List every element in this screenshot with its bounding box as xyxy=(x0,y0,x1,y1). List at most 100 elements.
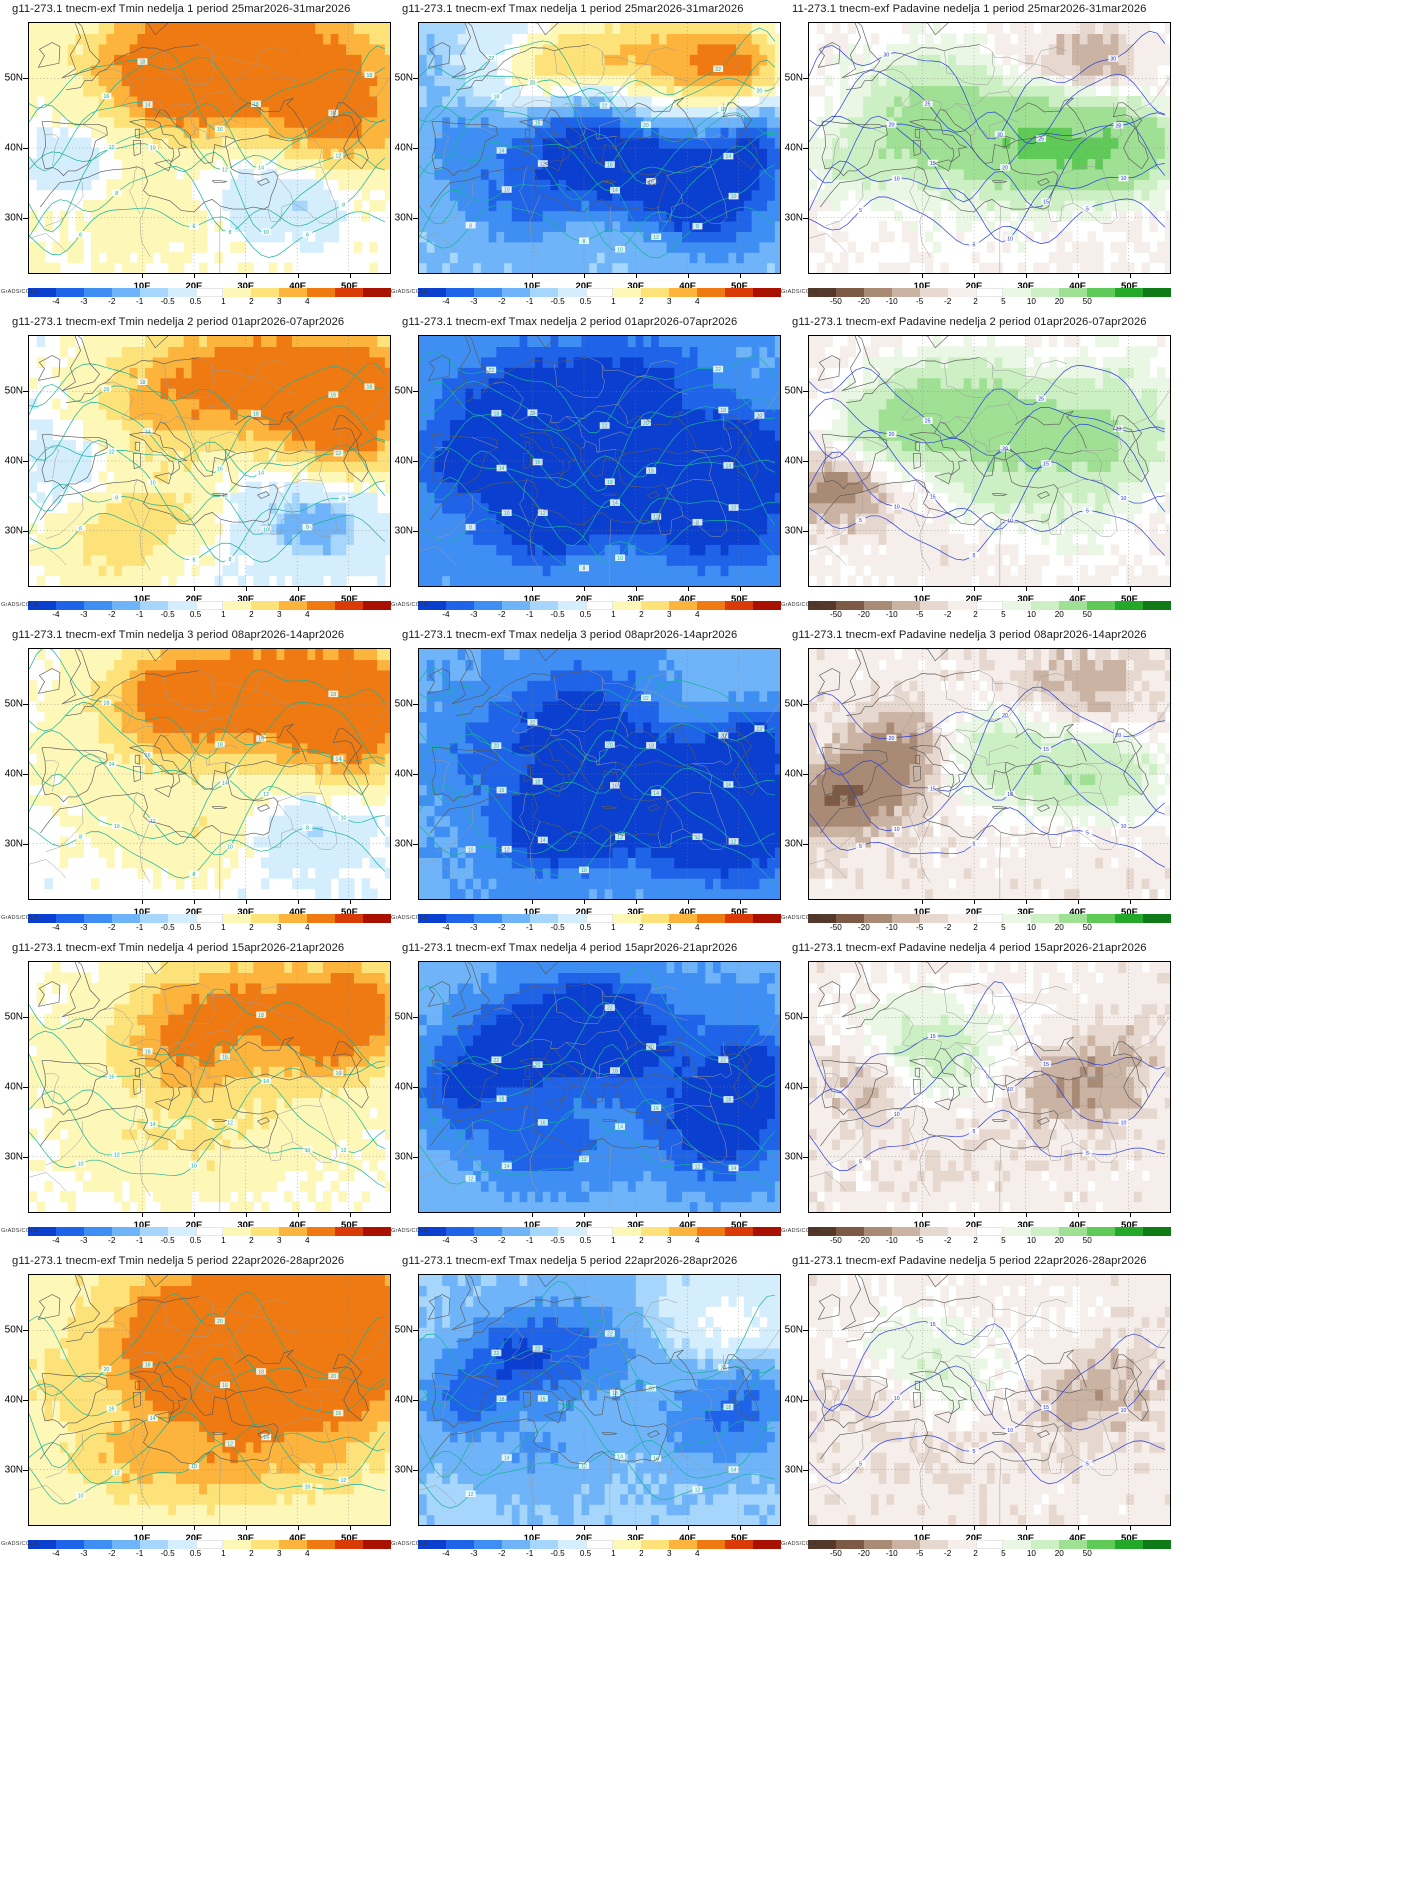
svg-text:16: 16 xyxy=(330,393,336,399)
svg-text:20: 20 xyxy=(889,122,895,128)
lon-axis-label: 30E xyxy=(627,594,645,605)
map-canvas[interactable]: 5 5 5 10 10 10 15 15 xyxy=(808,961,1171,1213)
colorbar-tick-label: -1 xyxy=(136,297,144,306)
colorbar-segment xyxy=(641,1540,670,1549)
svg-text:8: 8 xyxy=(469,223,472,229)
colorbar-segment xyxy=(669,288,698,297)
colorbar-tick-label: -50 xyxy=(830,1236,842,1245)
lat-axis-label: 30N xyxy=(394,1151,413,1163)
panel-title: g11-273.1 tnecm-exf Tmax nedelja 4 perio… xyxy=(402,942,738,954)
colorbar-tick-label: -2 xyxy=(108,923,116,932)
colorbar-tick-label: -0.5 xyxy=(550,1236,565,1245)
colorbar-segment xyxy=(418,288,446,297)
colorbar-tick-label: 4 xyxy=(694,1549,700,1558)
colorbar-segment xyxy=(1003,288,1032,297)
colorbar-labels: -4 -3 -2 -1 -0.5 0.5 1 2 3 4 xyxy=(418,923,781,935)
colorbar-segment xyxy=(473,601,502,610)
colorbar-segment xyxy=(835,1540,864,1549)
lat-axis-label: 30N xyxy=(784,1464,803,1476)
lon-axis-tick xyxy=(349,1213,351,1217)
colorbar-tick-label: -20 xyxy=(857,297,870,306)
colorbar-segment xyxy=(307,601,336,610)
colorbar-segment xyxy=(919,1227,948,1236)
map-canvas[interactable]: 5 5 5 10 10 10 15 15 20 20 20 25 25 xyxy=(808,335,1171,587)
colorbar xyxy=(808,288,1171,297)
colorbar xyxy=(808,914,1171,923)
colorbar-segment xyxy=(585,914,614,923)
colorbar-segment xyxy=(445,914,474,923)
colorbar-segment xyxy=(83,1540,112,1549)
lon-axis-label: 40E xyxy=(289,594,307,605)
colorbar-segment xyxy=(669,914,698,923)
map-canvas[interactable]: 10 10 10 12 12 12 14 14 16 16 16 18 18 xyxy=(28,961,391,1213)
colorbar-tick-label: 5 xyxy=(1001,610,1006,619)
svg-text:20: 20 xyxy=(1002,166,1008,172)
colorbar-tick-label: -2 xyxy=(943,923,952,932)
colorbar-tick-label: -2 xyxy=(108,1549,116,1558)
colorbar-tick-label: 4 xyxy=(304,297,310,306)
colorbar-tick-label: -50 xyxy=(830,1549,842,1558)
colorbar-segment xyxy=(195,1540,224,1549)
lon-axis-tick xyxy=(1129,1526,1131,1530)
forecast-row: g11-273.1 tnecm-exf Tmin nedelja 1 perio… xyxy=(0,0,1427,313)
map-canvas[interactable]: 5 5 5 10 10 10 15 15 xyxy=(808,1274,1171,1526)
colorbar-segment xyxy=(195,914,224,923)
lat-axis-tick xyxy=(413,391,418,392)
colorbar-tick-label: -2 xyxy=(498,923,506,932)
anomaly-shading xyxy=(809,336,1170,586)
contour-lines xyxy=(29,988,386,1188)
lat-axis-label: 40N xyxy=(784,1394,803,1406)
colorbar-tick-label: 1 xyxy=(611,1236,616,1245)
map-canvas[interactable]: 88810101012121414141616181818 xyxy=(28,648,391,900)
colorbar-segment xyxy=(1143,914,1171,923)
forecast-panel: g11-273.1 tnecm-exf Tmin nedelja 2 perio… xyxy=(0,313,400,626)
map-canvas[interactable]: 8881010101212141414161618181820202022222… xyxy=(418,22,781,274)
map-canvas[interactable]: 10 10 10 12 12 12 14 14 16 16 16 18 18 20 20 20 xyxy=(28,1274,391,1526)
map-canvas[interactable]: 5 5 5 10 10 10 15 15 20 20 20 25 25 30 30 30 xyxy=(808,22,1171,274)
colorbar-tick-label: -0.5 xyxy=(550,297,565,306)
map-canvas[interactable]: 8881010101212141414161618181820202022222… xyxy=(418,335,781,587)
colorbar-segment xyxy=(975,601,1004,610)
contour-lines xyxy=(29,649,386,879)
colorbar-segment xyxy=(1003,1540,1032,1549)
lat-axis-tick xyxy=(413,1470,418,1471)
lat-axis-tick xyxy=(23,704,28,705)
map-canvas[interactable]: 12 12 12 14 14 14 16 16 18 18 18 20 20 22 22 22 xyxy=(418,961,781,1213)
lon-axis-label: 10E xyxy=(133,281,151,292)
country-borders xyxy=(419,670,780,899)
lat-axis-label: 50N xyxy=(394,1324,413,1336)
svg-text:8: 8 xyxy=(696,224,699,230)
lon-axis-label: 40E xyxy=(289,1220,307,1231)
colorbar-segment xyxy=(501,288,530,297)
lon-axis-label: 30E xyxy=(1017,281,1035,292)
colorbar-tick-label: 4 xyxy=(694,610,700,619)
colorbar-tick-label: -0.5 xyxy=(160,1236,175,1245)
map-canvas[interactable]: 10 10 10 12 12 12 14 14 16 16 16 18 18 20 20 20 22 22 22 xyxy=(418,648,781,900)
lat-axis-label: 30N xyxy=(394,838,413,850)
lon-axis-tick xyxy=(973,1213,975,1217)
colorbar-tick-label: 50 xyxy=(1082,610,1092,619)
svg-text:6: 6 xyxy=(306,525,309,531)
colorbar-segment xyxy=(307,288,336,297)
lon-axis-tick xyxy=(687,274,689,278)
lon-axis-tick xyxy=(297,1213,299,1217)
colorbar-segment xyxy=(808,1227,836,1236)
lat-axis-tick xyxy=(803,774,808,775)
lon-axis-tick xyxy=(739,274,741,278)
map-canvas[interactable]: 5 5 5 10 10 10 15 15 20 20 20 xyxy=(808,648,1171,900)
lat-axis-label: 30N xyxy=(784,1151,803,1163)
colorbar-tick-label: -20 xyxy=(857,610,870,619)
forecast-panel: g11-273.1 tnecm-exf Tmax nedelja 3 perio… xyxy=(390,626,790,939)
colorbar-segment xyxy=(1087,914,1116,923)
colorbar-tick-label: 10 xyxy=(1026,297,1036,306)
colorbar-segment xyxy=(55,1227,84,1236)
coastline xyxy=(37,962,369,1152)
map-canvas[interactable]: 12 12 12 14 14 14 16 16 18 18 18 20 20 22 22 22 xyxy=(418,1274,781,1526)
lon-axis-label: 40E xyxy=(1069,907,1087,918)
colorbar xyxy=(28,601,391,610)
lat-axis-label: 40N xyxy=(4,1081,23,1093)
lon-axis-label: 30E xyxy=(237,594,255,605)
colorbar-tick-label: 1 xyxy=(611,1549,616,1558)
